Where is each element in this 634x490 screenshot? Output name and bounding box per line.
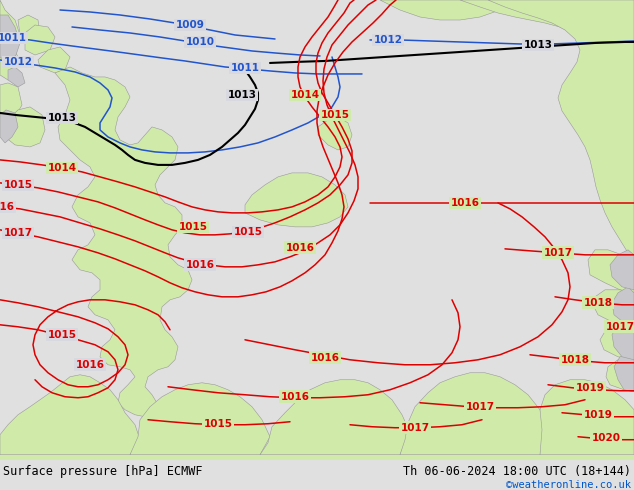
Polygon shape <box>18 15 40 40</box>
Polygon shape <box>612 287 634 325</box>
Text: 1016: 1016 <box>451 198 479 208</box>
Polygon shape <box>5 107 45 147</box>
Text: 1011: 1011 <box>231 63 259 73</box>
Text: 1019: 1019 <box>576 383 604 393</box>
Text: Surface pressure [hPa] ECMWF: Surface pressure [hPa] ECMWF <box>3 466 202 478</box>
Polygon shape <box>318 117 352 150</box>
Polygon shape <box>130 383 270 455</box>
Polygon shape <box>0 83 22 123</box>
Text: 1016: 1016 <box>75 360 105 370</box>
Polygon shape <box>25 25 55 55</box>
Polygon shape <box>0 15 20 63</box>
Polygon shape <box>606 360 634 392</box>
Polygon shape <box>594 290 634 327</box>
Text: 1016: 1016 <box>311 353 339 363</box>
Polygon shape <box>540 380 634 455</box>
Text: 1014: 1014 <box>48 163 77 173</box>
Polygon shape <box>525 0 634 230</box>
Text: 1018: 1018 <box>583 298 612 308</box>
Text: 1015: 1015 <box>4 180 32 190</box>
Text: 1017: 1017 <box>605 322 634 332</box>
Text: 1009: 1009 <box>176 20 204 30</box>
Text: 1015: 1015 <box>179 222 207 232</box>
Polygon shape <box>612 320 634 360</box>
Text: 1012: 1012 <box>4 57 32 67</box>
Text: 1016: 1016 <box>285 243 314 253</box>
Polygon shape <box>614 353 634 392</box>
Polygon shape <box>600 327 634 360</box>
Text: 1013: 1013 <box>228 90 257 100</box>
Text: Th 06-06-2024 18:00 UTC (18+144): Th 06-06-2024 18:00 UTC (18+144) <box>403 466 631 478</box>
Polygon shape <box>588 250 634 293</box>
Text: 1017: 1017 <box>3 228 32 238</box>
Text: 1015: 1015 <box>233 227 262 237</box>
Polygon shape <box>0 375 140 455</box>
Text: 1016: 1016 <box>186 260 214 270</box>
Text: 1011: 1011 <box>0 33 27 43</box>
Text: 1015: 1015 <box>321 110 349 120</box>
Text: 1017: 1017 <box>543 248 573 258</box>
Polygon shape <box>245 173 348 227</box>
Text: 1020: 1020 <box>592 433 621 443</box>
Text: 1016: 1016 <box>0 202 15 212</box>
Text: 1017: 1017 <box>465 402 495 412</box>
Polygon shape <box>380 0 525 20</box>
Text: 1015: 1015 <box>204 419 233 429</box>
Polygon shape <box>55 67 192 416</box>
Polygon shape <box>460 0 634 240</box>
Text: 1014: 1014 <box>290 90 320 100</box>
Text: 1017: 1017 <box>401 423 430 433</box>
Polygon shape <box>38 47 70 73</box>
Polygon shape <box>0 110 18 143</box>
Polygon shape <box>260 380 410 455</box>
Text: 1016: 1016 <box>280 392 309 402</box>
Text: 1012: 1012 <box>373 35 403 45</box>
Text: 1013: 1013 <box>524 40 552 50</box>
Text: 1018: 1018 <box>560 355 590 365</box>
Polygon shape <box>400 373 548 455</box>
Text: 1015: 1015 <box>48 330 77 340</box>
Polygon shape <box>0 0 20 80</box>
Polygon shape <box>8 67 25 87</box>
Text: ©weatheronline.co.uk: ©weatheronline.co.uk <box>506 480 631 490</box>
Text: 1013: 1013 <box>48 113 77 123</box>
Text: 1010: 1010 <box>186 37 214 47</box>
Bar <box>0 455 634 460</box>
Polygon shape <box>610 250 634 290</box>
Text: 1019: 1019 <box>583 410 612 420</box>
Polygon shape <box>488 0 634 265</box>
